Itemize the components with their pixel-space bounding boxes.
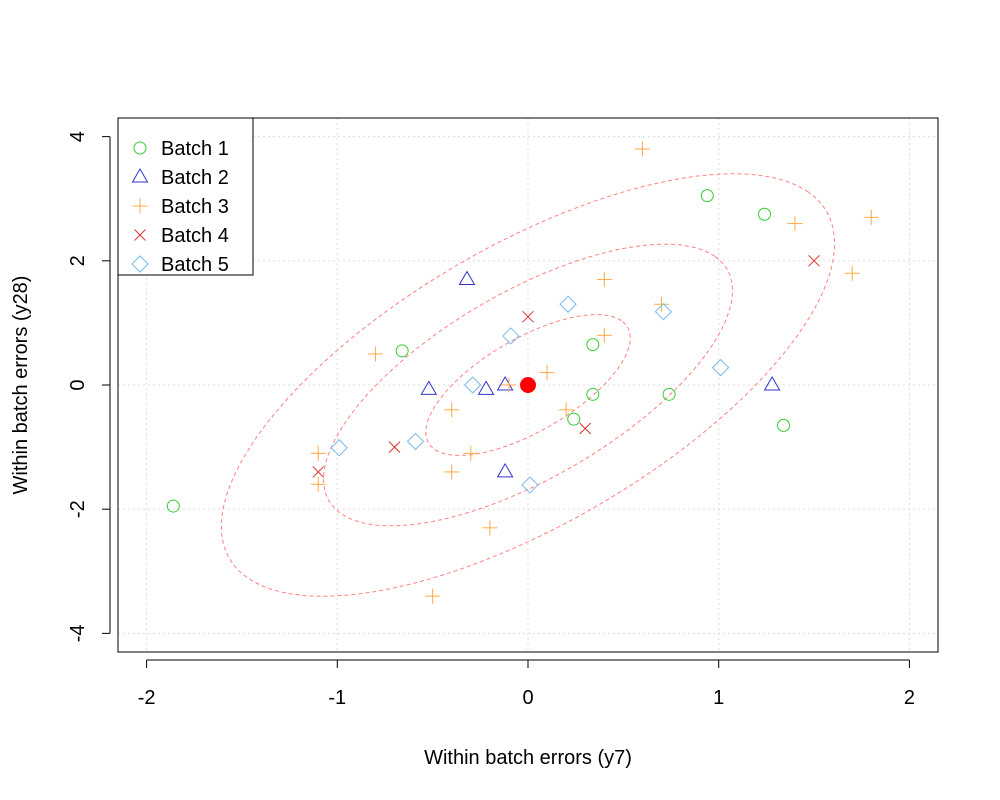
point-batch-3-5 [653,296,669,312]
legend-box [117,117,254,276]
point-batch-5-6 [330,439,348,457]
point-batch-3-4 [596,271,612,287]
point-batch-3-7 [367,346,383,362]
point-batch-3-1 [787,216,803,232]
point-batch-3-8 [539,365,555,381]
point-batch-3-11 [558,402,574,418]
legend-label-3: Batch 3 [161,196,229,218]
legend-label-5: Batch 5 [161,254,229,276]
legend-marker-1 [133,141,147,155]
point-batch-5-3 [463,376,482,394]
point-batch-1-4 [586,387,600,401]
point-batch-5-0 [559,295,577,313]
point-batch-2-2 [477,380,495,395]
point-batch-3-9 [501,377,517,393]
point-batch-3-12 [463,445,479,461]
y-tick-label-0: -4 [67,624,89,642]
point-batch-3-14 [444,464,460,480]
center-point [520,377,536,393]
point-batch-3-0 [634,141,650,157]
x-tick-label-3: 1 [713,687,724,709]
y-axis-label: Within batch errors (y28) [10,276,32,495]
point-batch-4-1 [522,310,534,323]
legend-marker-2 [131,167,149,183]
x-tick-label-4: 2 [904,687,915,709]
x-axis-label: Within batch errors (y7) [424,747,632,769]
point-batch-4-0 [808,254,820,267]
point-batch-5-1 [654,303,673,321]
confidence-ellipse-2 [323,243,733,527]
legend: Batch 1 Batch 2 Batch 3 Batch 4 Batch 5 [117,117,254,276]
y-tick-label-1: -2 [67,500,89,518]
y-tick-label-2: 0 [67,379,89,390]
y-tick-label-3: 2 [67,255,89,266]
legend-label-1: Batch 1 [161,138,229,160]
point-batch-1-6 [567,412,581,426]
legend-label-4: Batch 4 [161,225,229,247]
point-batch-4-2 [388,441,401,453]
point-batch-2-1 [496,375,514,391]
confidence-ellipse-1 [425,314,631,456]
confidence-ellipses [220,173,836,597]
x-tick-label-0: -2 [138,687,156,709]
point-batch-3-10 [444,402,460,418]
point-batch-3-2 [863,209,879,225]
legend-marker-3 [132,198,148,214]
y-tick-label-4: 4 [67,131,89,142]
legend-label-2: Batch 2 [161,167,229,189]
confidence-ellipse-3 [220,173,836,597]
point-batch-3-13 [310,445,326,461]
point-batch-1-0 [700,189,714,203]
point-batch-5-4 [711,358,730,377]
point-batch-2-3 [420,380,438,395]
point-batch-3-3 [844,265,860,281]
point-batch-2-5 [496,462,514,478]
point-batch-1-8 [166,499,180,513]
point-batch-5-5 [406,432,425,451]
point-batch-4-4 [312,466,325,478]
point-batch-4-3 [579,422,592,435]
point-batch-1-1 [757,207,771,221]
point-batch-3-15 [310,476,326,492]
point-batch-5-7 [521,476,539,494]
point-batch-2-0 [458,270,476,285]
legend-marker-4 [134,229,146,241]
data-points [166,141,879,604]
point-batch-1-7 [777,418,791,432]
point-batch-3-17 [425,588,441,604]
point-batch-1-3 [586,338,600,352]
point-batch-3-6 [596,327,612,343]
point-batch-5-2 [502,327,520,345]
point-batch-1-5 [662,387,676,401]
axes: -2 -1 0 1 2 -4 -2 0 2 4 [67,131,915,709]
point-batch-1-2 [395,344,409,358]
plot-frame [117,117,939,653]
x-tick-label-1: -1 [328,687,346,709]
point-batch-2-4 [763,375,781,391]
x-tick-label-2: 0 [522,687,533,709]
point-batch-3-16 [482,520,498,536]
legend-marker-5 [131,255,149,273]
